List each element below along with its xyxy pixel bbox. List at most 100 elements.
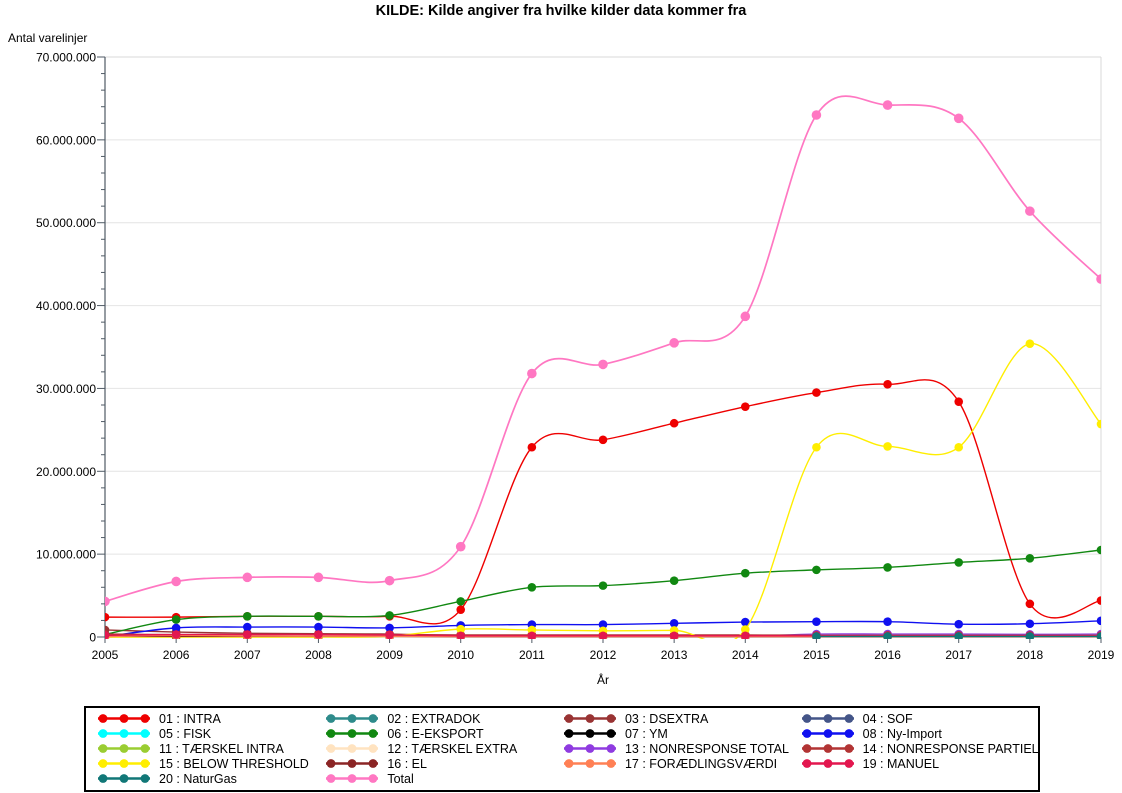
y-tick-label: 60.000.000 <box>36 133 96 147</box>
legend-label-15: 15 : BELOW THRESHOLD <box>159 756 309 771</box>
data-point-total <box>811 110 822 120</box>
data-point-06 <box>527 582 537 592</box>
legend-marker-17 <box>563 759 616 768</box>
data-point-08 <box>812 617 821 626</box>
legend-item-20: 20 : NaturGas <box>96 772 324 786</box>
legend-label-14: 14 : NONRESPONSE PARTIEL <box>862 741 1039 756</box>
legend-marker-02 <box>326 714 379 723</box>
series-total <box>105 95 1101 607</box>
data-point-total <box>242 572 253 583</box>
legend-label-04: 04 : SOF <box>862 711 913 726</box>
legend-label-total: Total <box>387 771 414 786</box>
legend-marker-01 <box>98 714 150 723</box>
legend-item-08: 08 : Ny-Import <box>800 727 1028 741</box>
legend-item-13: 13 : NONRESPONSE TOTAL <box>562 742 800 756</box>
chart-title: KILDE: Kilde angiver fra hvilke kilder d… <box>375 3 747 19</box>
data-point-total <box>669 338 679 348</box>
data-point-19 <box>242 630 252 639</box>
data-point-19 <box>171 630 181 639</box>
x-axis-label: År <box>597 673 609 687</box>
data-point-total <box>598 359 608 370</box>
data-point-20 <box>1096 632 1101 639</box>
data-point-08 <box>242 622 252 632</box>
data-point-06 <box>883 563 892 572</box>
data-point-01 <box>740 402 750 411</box>
legend-label-17: 17 : FORÆDLINGSVÆRDI <box>624 756 778 771</box>
data-point-total <box>455 541 466 552</box>
y-tick-label: 0 <box>89 631 96 645</box>
legend-marker-11 <box>98 744 150 753</box>
data-point-01 <box>598 435 608 445</box>
data-point-01 <box>105 612 110 622</box>
y-tick-label: 70.000.000 <box>36 51 96 65</box>
data-point-08 <box>385 623 394 633</box>
x-tick-label: 2019 <box>1088 648 1115 662</box>
data-point-total <box>882 100 893 110</box>
legend-item-15: 15 : BELOW THRESHOLD <box>96 757 324 771</box>
x-tick-label: 2012 <box>590 648 617 662</box>
data-point-20 <box>954 632 964 639</box>
data-point-06 <box>171 615 181 624</box>
data-point-08 <box>171 623 181 633</box>
legend-item-02: 02 : EXTRADOK <box>324 712 562 726</box>
series-15 <box>105 339 1101 639</box>
legend-item-03: 03 : DSEXTRA <box>562 712 800 726</box>
data-point-01 <box>1025 599 1035 609</box>
data-point-01 <box>527 442 537 452</box>
y-tick-label: 50.000.000 <box>36 216 96 230</box>
x-tick-label: 2010 <box>447 648 474 662</box>
data-point-01 <box>954 397 964 406</box>
y-tick-label: 10.000.000 <box>36 548 96 562</box>
data-point-01 <box>456 605 466 614</box>
data-point-20 <box>1025 632 1035 639</box>
data-point-06 <box>954 558 964 567</box>
x-tick-label: 2015 <box>803 648 830 662</box>
data-point-08 <box>883 617 892 626</box>
legend-label-06: 06 : E-EKSPORT <box>387 726 484 741</box>
legend-marker-12 <box>326 744 379 753</box>
legend-marker-07 <box>563 729 616 738</box>
data-point-01 <box>812 388 821 397</box>
series-line-total <box>105 95 1101 603</box>
data-point-19 <box>669 631 679 639</box>
data-point-06 <box>314 611 323 621</box>
y-tick-label: 40.000.000 <box>36 299 96 313</box>
data-point-08 <box>598 620 608 629</box>
data-point-19 <box>527 631 537 639</box>
legend-marker-19 <box>801 759 854 768</box>
data-point-08 <box>314 622 323 632</box>
data-point-20 <box>812 632 821 639</box>
legend-item-12: 12 : TÆRSKEL EXTRA <box>324 742 562 756</box>
data-point-01 <box>1096 596 1101 605</box>
data-point-19 <box>314 630 323 639</box>
x-tick-label: 2018 <box>1017 648 1044 662</box>
legend-item-17: 17 : FORÆDLINGSVÆRDI <box>562 757 800 771</box>
legend-item-05: 05 : FISK <box>96 727 324 741</box>
data-point-08 <box>669 619 679 628</box>
data-point-20 <box>883 632 892 639</box>
data-point-06 <box>812 565 821 575</box>
legend-label-07: 07 : YM <box>624 726 668 741</box>
legend-label-12: 12 : TÆRSKEL EXTRA <box>387 741 518 756</box>
data-point-total <box>384 575 395 586</box>
data-point-08 <box>1096 616 1101 626</box>
legend-label-03: 03 : DSEXTRA <box>624 711 709 726</box>
legend-label-11: 11 : TÆRSKEL INTRA <box>159 741 284 756</box>
legend-marker-05 <box>98 729 150 738</box>
data-point-15 <box>740 625 750 634</box>
legend-marker-14 <box>801 744 854 753</box>
data-point-01 <box>883 379 892 389</box>
data-point-06 <box>242 611 252 621</box>
data-point-08 <box>1025 619 1035 629</box>
legend-marker-20 <box>98 774 150 783</box>
series-19 <box>105 630 1101 639</box>
legend-label-08: 08 : Ny-Import <box>862 726 942 741</box>
data-point-total <box>527 368 537 379</box>
data-point-08 <box>954 619 964 629</box>
series-line-13 <box>745 633 1101 638</box>
data-point-total <box>953 113 964 124</box>
legend-label-20: 20 : NaturGas <box>159 771 237 786</box>
data-point-total <box>313 572 324 583</box>
data-point-15 <box>456 624 466 634</box>
